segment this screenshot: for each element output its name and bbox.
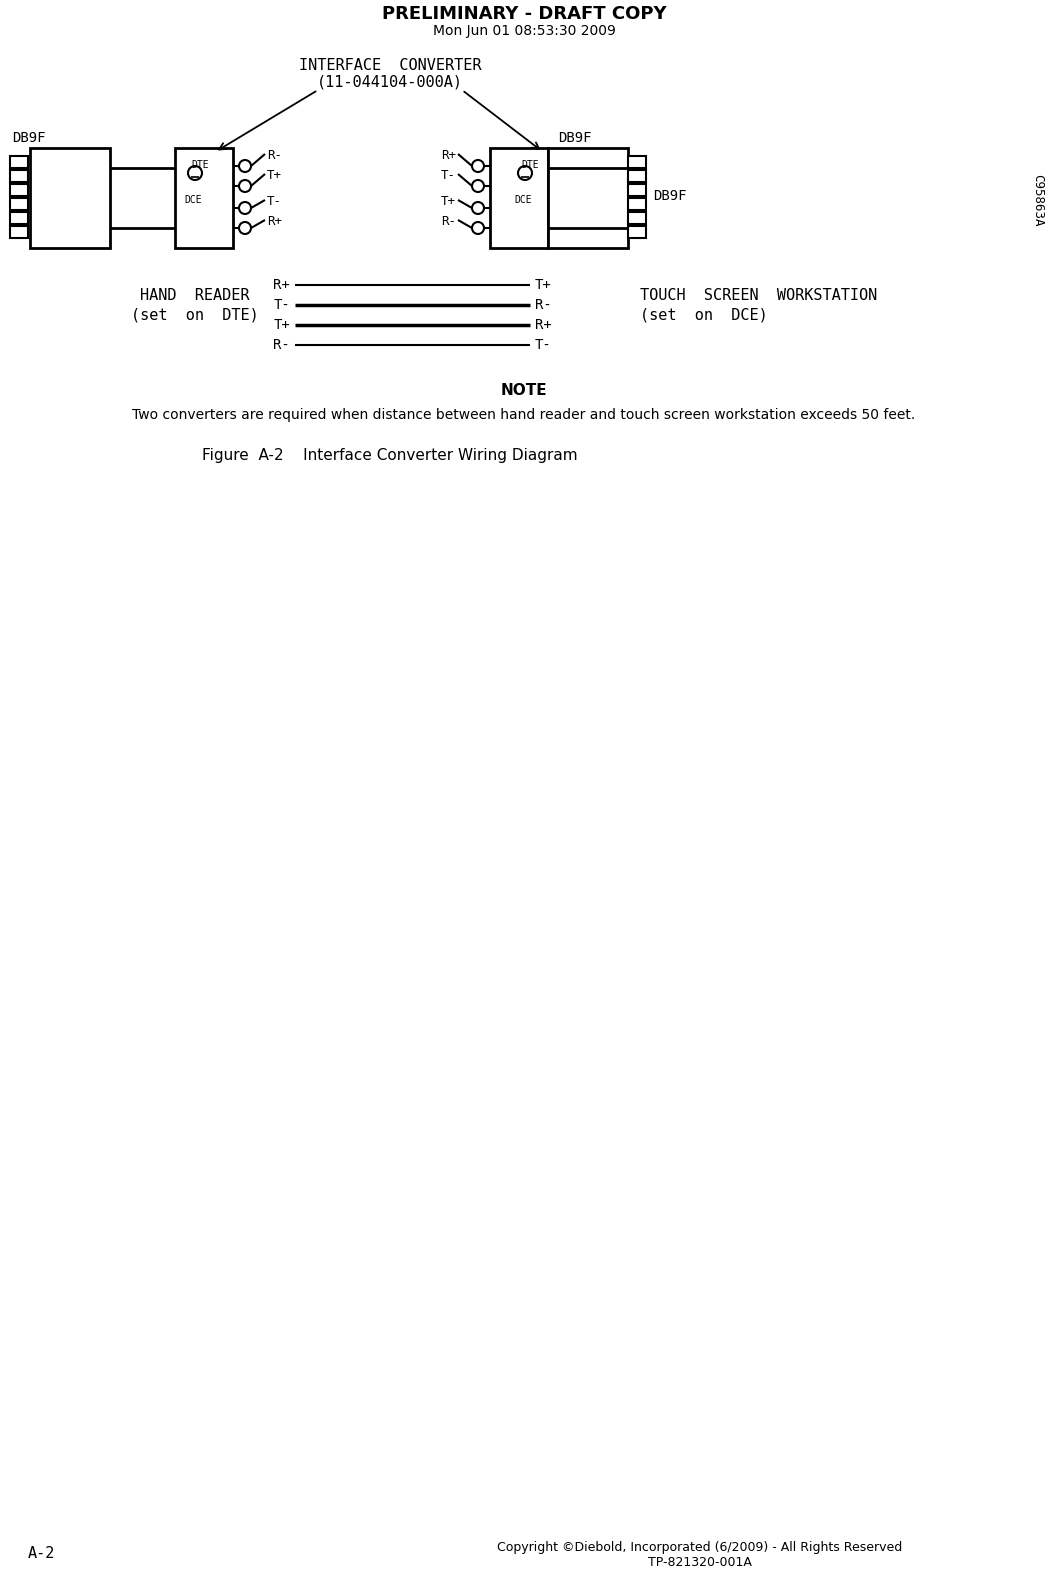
Text: DB9F: DB9F bbox=[558, 131, 591, 145]
Bar bbox=[628, 185, 646, 196]
Bar bbox=[10, 197, 28, 210]
Text: R-: R- bbox=[441, 215, 456, 227]
Text: R-: R- bbox=[534, 298, 551, 312]
Text: T+: T+ bbox=[267, 169, 282, 181]
Text: INTERFACE  CONVERTER: INTERFACE CONVERTER bbox=[299, 57, 481, 73]
Text: DB9F: DB9F bbox=[12, 131, 45, 145]
Bar bbox=[10, 226, 28, 238]
Text: NOTE: NOTE bbox=[501, 382, 547, 398]
Text: DB9F: DB9F bbox=[653, 189, 686, 204]
Text: (11-044104-000A): (11-044104-000A) bbox=[316, 74, 463, 90]
Bar bbox=[490, 148, 548, 248]
Text: T+: T+ bbox=[274, 319, 290, 331]
Bar bbox=[10, 211, 28, 224]
Bar bbox=[30, 148, 110, 248]
Text: T-: T- bbox=[441, 169, 456, 181]
Text: T-: T- bbox=[534, 338, 551, 352]
Text: HAND  READER: HAND READER bbox=[140, 287, 249, 303]
Text: Figure  A-2    Interface Converter Wiring Diagram: Figure A-2 Interface Converter Wiring Di… bbox=[202, 448, 577, 462]
Text: R-: R- bbox=[274, 338, 290, 352]
Bar bbox=[628, 197, 646, 210]
Text: DTE: DTE bbox=[521, 159, 539, 170]
Bar bbox=[628, 156, 646, 167]
Bar bbox=[628, 170, 646, 181]
Text: Two converters are required when distance between hand reader and touch screen w: Two converters are required when distanc… bbox=[132, 409, 916, 421]
Text: T-: T- bbox=[274, 298, 290, 312]
Bar bbox=[10, 185, 28, 196]
Text: R+: R+ bbox=[534, 319, 551, 331]
Text: DCE: DCE bbox=[184, 196, 202, 205]
Text: T+: T+ bbox=[534, 278, 551, 292]
Text: TOUCH  SCREEN  WORKSTATION: TOUCH SCREEN WORKSTATION bbox=[640, 287, 877, 303]
Bar bbox=[628, 211, 646, 224]
Text: T-: T- bbox=[267, 194, 282, 207]
Text: A-2: A-2 bbox=[28, 1545, 56, 1561]
Text: Mon Jun 01 08:53:30 2009: Mon Jun 01 08:53:30 2009 bbox=[433, 24, 615, 38]
Text: C95863A: C95863A bbox=[1031, 174, 1045, 226]
Text: PRELIMINARY - DRAFT COPY: PRELIMINARY - DRAFT COPY bbox=[381, 5, 667, 24]
Text: R-: R- bbox=[267, 148, 282, 161]
Text: DTE: DTE bbox=[191, 159, 209, 170]
Text: Copyright ©Diebold, Incorporated (6/2009) - All Rights Reserved: Copyright ©Diebold, Incorporated (6/2009… bbox=[498, 1542, 902, 1554]
Bar bbox=[628, 226, 646, 238]
Text: (set  on  DCE): (set on DCE) bbox=[640, 308, 768, 322]
Bar bbox=[175, 148, 233, 248]
Text: DCE: DCE bbox=[515, 196, 531, 205]
Text: (set  on  DTE): (set on DTE) bbox=[131, 308, 259, 322]
Text: R+: R+ bbox=[267, 215, 282, 227]
Bar bbox=[10, 156, 28, 167]
Text: TP-821320-001A: TP-821320-001A bbox=[648, 1556, 751, 1569]
Text: R+: R+ bbox=[274, 278, 290, 292]
Bar bbox=[10, 170, 28, 181]
Text: R+: R+ bbox=[441, 148, 456, 161]
Bar bbox=[548, 148, 628, 248]
Text: T+: T+ bbox=[441, 194, 456, 207]
